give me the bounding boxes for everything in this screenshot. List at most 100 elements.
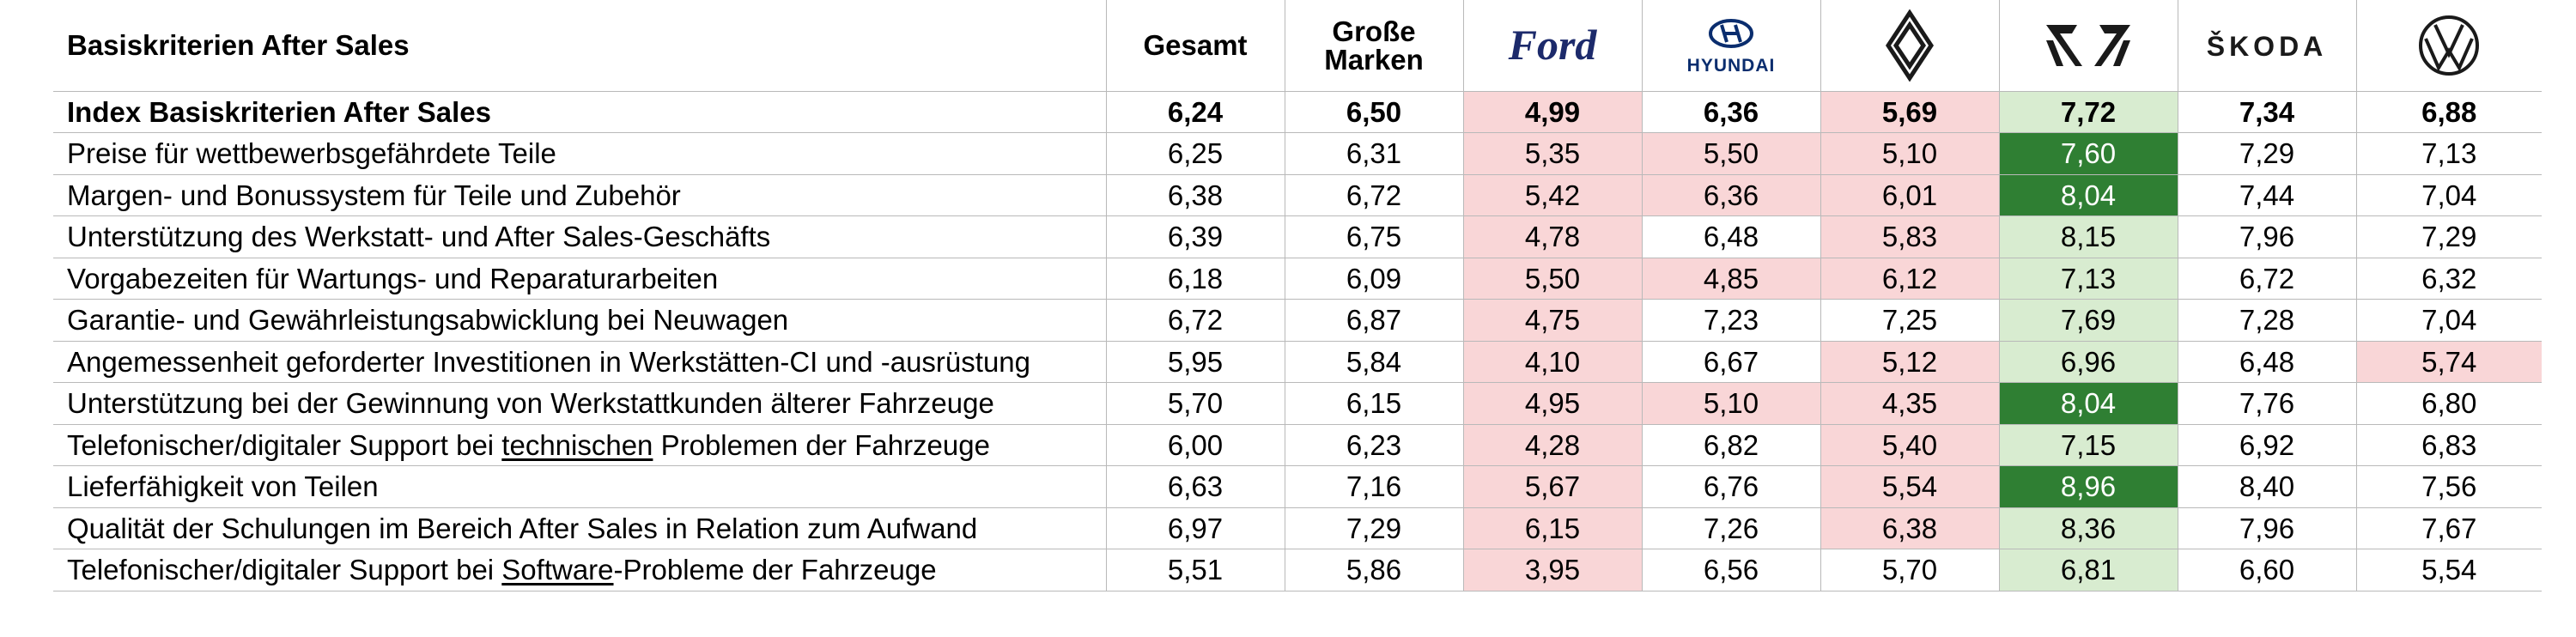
cell-cupra: 6,81 — [1998, 549, 2178, 592]
cell-vw: 7,56 — [2355, 465, 2542, 508]
row-label: Qualität der Schulungen im Bereich After… — [53, 507, 1107, 549]
skoda-logo-icon: ŠKODA — [2207, 31, 2328, 62]
svg-text:ŠKODA: ŠKODA — [2207, 31, 2328, 62]
cell-hyundai: 6,76 — [1641, 465, 1821, 508]
cell-vw: 7,04 — [2355, 299, 2542, 342]
cell-cupra: 8,15 — [1998, 215, 2178, 258]
row-label-part: Problemen der Fahrzeuge — [653, 428, 990, 461]
table-row: Garantie- und Gewährleistungsabwicklung … — [53, 299, 2542, 342]
row-label-part: Telefonischer/digitaler Support bei — [67, 428, 502, 461]
svg-text:HYUNDAI: HYUNDAI — [1687, 56, 1776, 76]
cell-grosse-marken: 6,23 — [1284, 423, 1464, 466]
row-label: Telefonischer/digitaler Support bei Soft… — [53, 549, 1107, 592]
cell-vw: 6,88 — [2355, 90, 2542, 133]
cell-gesamt: 6,38 — [1105, 173, 1285, 216]
cell-vw: 7,29 — [2355, 215, 2542, 258]
row-label: Unterstützung des Werkstatt- und After S… — [53, 215, 1107, 258]
cell-vw: 6,80 — [2355, 382, 2542, 425]
cell-ford: 4,95 — [1462, 382, 1643, 425]
cell-vw: 7,04 — [2355, 173, 2542, 216]
cell-gesamt: 6,97 — [1105, 507, 1285, 549]
cell-vw: 5,74 — [2355, 340, 2542, 383]
cell-gesamt: 6,63 — [1105, 465, 1285, 508]
cell-cupra: 8,96 — [1998, 465, 2178, 508]
cell-renault: 5,83 — [1820, 215, 2000, 258]
cell-gesamt: 5,95 — [1105, 340, 1285, 383]
cell-hyundai: 6,36 — [1641, 90, 1821, 133]
col-header-grosse-marken: Große Marken — [1284, 0, 1464, 92]
table-row: Preise für wettbewerbsgefährdete Teile 6,… — [53, 132, 2542, 175]
cell-cupra: 8,04 — [1998, 382, 2178, 425]
cell-ford: 3,95 — [1462, 549, 1643, 592]
cell-cupra: 6,96 — [1998, 340, 2178, 383]
cell-skoda: 6,92 — [2177, 423, 2357, 466]
cell-skoda: 6,48 — [2177, 340, 2357, 383]
cell-grosse-marken: 6,50 — [1284, 90, 1464, 133]
cell-skoda: 7,44 — [2177, 173, 2357, 216]
cell-grosse-marken: 6,09 — [1284, 257, 1464, 300]
cell-hyundai: 6,56 — [1641, 549, 1821, 592]
cell-renault: 4,35 — [1820, 382, 2000, 425]
cell-ford: 5,67 — [1462, 465, 1643, 508]
cell-ford: 4,10 — [1462, 340, 1643, 383]
cell-gesamt: 6,24 — [1105, 90, 1285, 133]
cell-vw: 6,83 — [2355, 423, 2542, 466]
cell-cupra: 7,69 — [1998, 299, 2178, 342]
cell-hyundai: 5,10 — [1641, 382, 1821, 425]
cell-cupra: 8,36 — [1998, 507, 2178, 549]
table-row: Lieferfähigkeit von Teilen 6,63 7,16 5,67 6,… — [53, 465, 2542, 508]
cell-renault: 5,54 — [1820, 465, 2000, 508]
svg-text:Ford: Ford — [1508, 21, 1598, 69]
col-header-grosse-line1: Große — [1332, 15, 1416, 47]
row-label-underlined: technischen — [501, 428, 653, 461]
cell-grosse-marken: 7,29 — [1284, 507, 1464, 549]
cell-hyundai: 6,67 — [1641, 340, 1821, 383]
cell-cupra: 8,04 — [1998, 173, 2178, 216]
cell-grosse-marken: 6,15 — [1284, 382, 1464, 425]
row-label: Garantie- und Gewährleistungsabwicklung … — [53, 299, 1107, 342]
cell-renault: 5,40 — [1820, 423, 2000, 466]
cell-grosse-marken: 5,84 — [1284, 340, 1464, 383]
cell-hyundai: 6,48 — [1641, 215, 1821, 258]
cell-grosse-marken: 6,75 — [1284, 215, 1464, 258]
col-header-ford: Ford — [1462, 0, 1643, 92]
cell-renault: 5,10 — [1820, 132, 2000, 175]
cell-ford: 5,50 — [1462, 257, 1643, 300]
col-header-vw — [2355, 0, 2542, 92]
cell-cupra: 7,60 — [1998, 132, 2178, 175]
vw-logo-icon — [2419, 15, 2480, 76]
row-label: Lieferfähigkeit von Teilen — [53, 465, 1107, 508]
table-row: Unterstützung bei der Gewinnung von Werk… — [53, 382, 2542, 425]
row-label-underlined: Software — [501, 554, 614, 586]
cell-grosse-marken: 5,86 — [1284, 549, 1464, 592]
row-label: Unterstützung bei der Gewinnung von Werk… — [53, 382, 1107, 425]
cell-hyundai: 5,50 — [1641, 132, 1821, 175]
row-label: Telefonischer/digitaler Support bei tech… — [53, 423, 1107, 466]
row-label-part: -Probleme der Fahrzeuge — [613, 554, 937, 586]
cell-skoda: 7,96 — [2177, 507, 2357, 549]
cell-hyundai: 7,23 — [1641, 299, 1821, 342]
table-row: Unterstützung des Werkstatt- und After S… — [53, 215, 2542, 258]
row-label: Index Basiskriterien After Sales — [53, 90, 1107, 133]
header-row: Basiskriterien After Sales Gesamt Große … — [53, 0, 2542, 92]
table-row: Qualität der Schulungen im Bereich After… — [53, 507, 2542, 549]
col-header-gesamt: Gesamt — [1105, 0, 1285, 92]
cell-renault: 5,70 — [1820, 549, 2000, 592]
cell-renault: 5,69 — [1820, 90, 2000, 133]
cell-ford: 4,28 — [1462, 423, 1643, 466]
hyundai-logo-icon: HYUNDAI — [1687, 18, 1776, 76]
cell-gesamt: 6,00 — [1105, 423, 1285, 466]
col-header-cupra — [1998, 0, 2178, 92]
cell-skoda: 6,60 — [2177, 549, 2357, 592]
cell-ford: 6,15 — [1462, 507, 1643, 549]
cell-hyundai: 4,85 — [1641, 257, 1821, 300]
renault-logo-icon — [1886, 9, 1934, 82]
cell-ford: 4,99 — [1462, 90, 1643, 133]
cell-grosse-marken: 6,72 — [1284, 173, 1464, 216]
cell-renault: 6,01 — [1820, 173, 2000, 216]
cupra-logo-icon — [2046, 24, 2130, 66]
cell-hyundai: 7,26 — [1641, 507, 1821, 549]
cell-gesamt: 6,25 — [1105, 132, 1285, 175]
row-label-part: Telefonischer/digitaler Support bei — [67, 554, 502, 586]
